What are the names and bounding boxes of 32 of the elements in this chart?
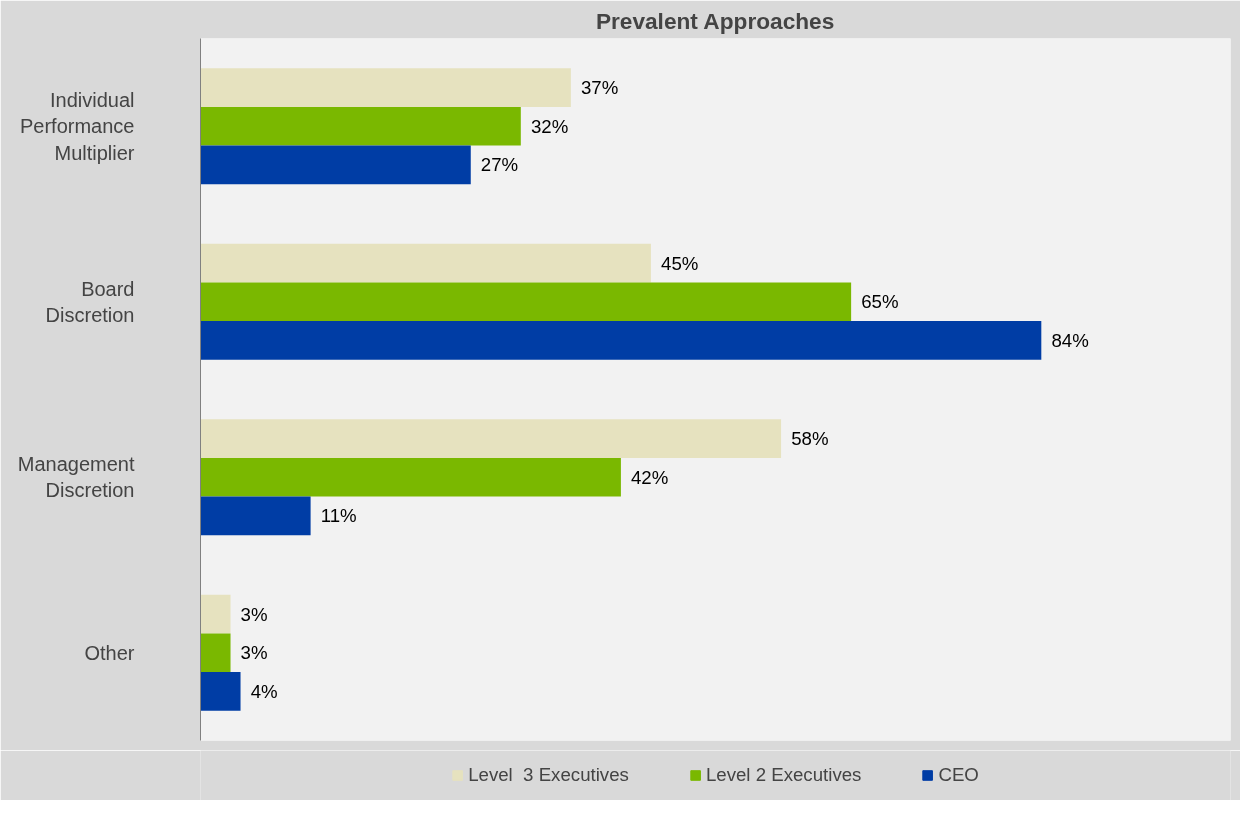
bar <box>200 321 1042 360</box>
y-tick-label: Other <box>84 641 135 664</box>
data-label: 3% <box>240 642 268 664</box>
data-label: 42% <box>631 466 669 488</box>
legend-label: CEO <box>938 764 979 786</box>
bar <box>200 243 651 283</box>
bar <box>200 594 231 634</box>
chart-title: Prevalent Approaches <box>595 7 835 34</box>
data-label: 58% <box>791 428 829 450</box>
bar <box>200 633 231 673</box>
y-tick-label: Individual Performance Multiplier <box>20 88 135 164</box>
data-label: 27% <box>480 154 519 176</box>
legend-label: Level 2 Executives <box>705 764 862 786</box>
bar <box>200 145 471 185</box>
bar <box>200 282 852 322</box>
data-label: 37% <box>580 77 619 99</box>
data-label: 4% <box>250 680 278 702</box>
data-label: 32% <box>530 115 569 137</box>
data-label: 3% <box>240 603 268 625</box>
bar <box>200 496 311 536</box>
bar <box>200 457 621 497</box>
bar <box>200 419 782 458</box>
y-tick-label: Board Discretion <box>45 277 135 326</box>
data-label: 65% <box>861 291 899 313</box>
legend-label: Level 3 Executives <box>468 764 629 786</box>
data-label: 45% <box>661 252 699 274</box>
data-label: 11% <box>320 505 357 527</box>
y-tick-label: Management Discretion <box>17 453 135 502</box>
bar <box>200 106 521 146</box>
bar <box>200 672 241 711</box>
bar <box>200 68 571 107</box>
data-label: 84% <box>1051 329 1089 351</box>
